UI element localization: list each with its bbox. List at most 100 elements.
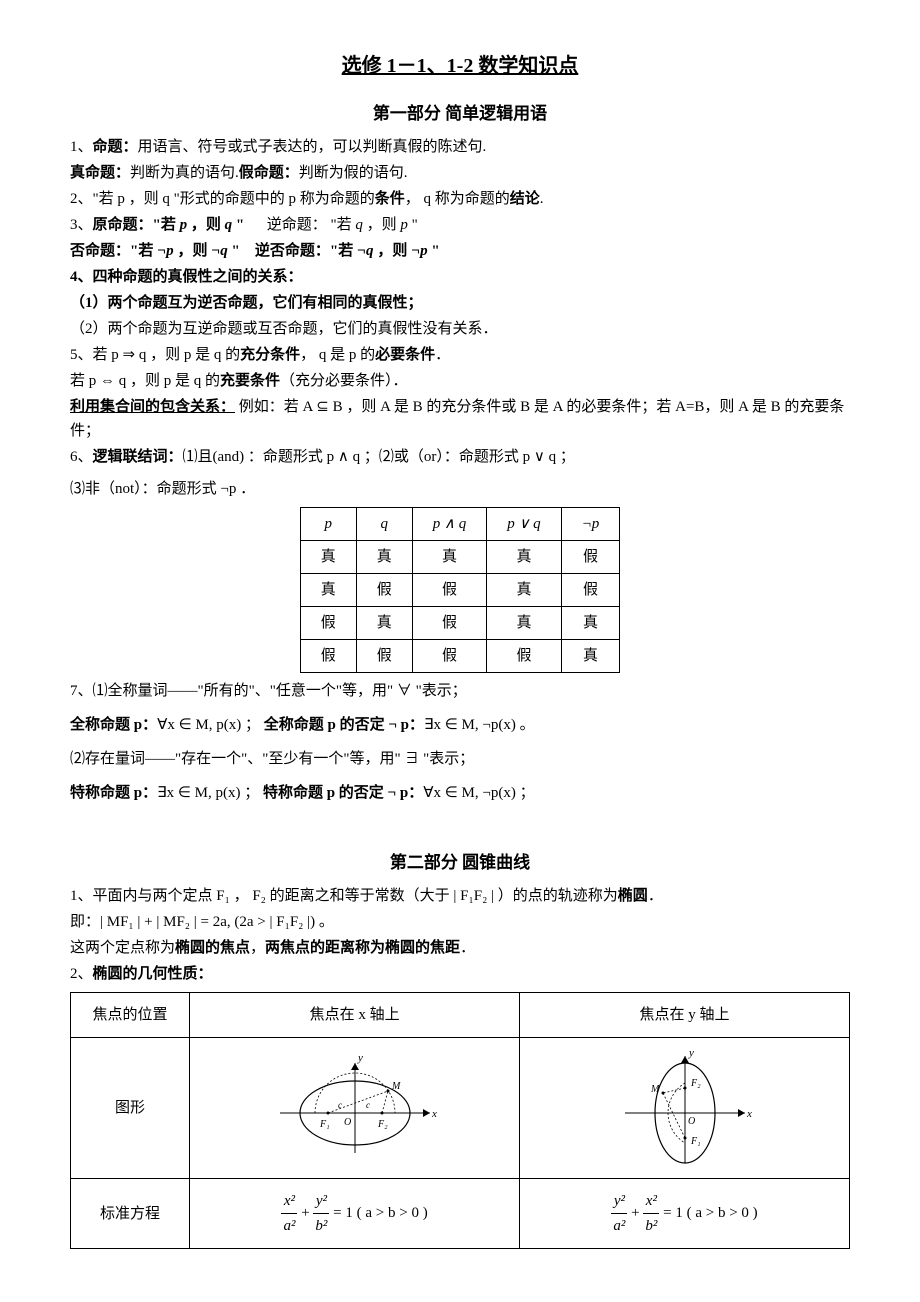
section1-heading: 第一部分 简单逻辑用语 bbox=[70, 100, 850, 127]
s1-i3a-r3: " bbox=[408, 217, 418, 233]
th-p: p bbox=[300, 508, 356, 541]
s2-i2-n: 2、 bbox=[70, 966, 93, 982]
s1-i3a-rp: p bbox=[400, 217, 408, 233]
s1-i2-a: 2、"若 p ，则 q "形式的命题中的 p 称为命题的 bbox=[70, 191, 375, 207]
s1-i5b-b: 充要条件 bbox=[220, 373, 280, 389]
svg-text:c: c bbox=[338, 1100, 342, 1110]
ellipse-eq-x: x²a² + y²b² = 1 ( a > b > 0 ) bbox=[190, 1179, 520, 1249]
s1-i1-t: 用语言、符号或式子表达的，可以判断真假的陈述句. bbox=[138, 139, 487, 155]
s1-i7b-t1: ∀x ∈ M, p(x) ； bbox=[157, 717, 264, 733]
ellipse-r1-c2: 焦点在 y 轴上 bbox=[520, 993, 850, 1038]
s1-i3b-b2: ，则 bbox=[174, 243, 212, 259]
s1-i3a-rq: q bbox=[355, 217, 363, 233]
s2-i1a-b: 椭圆 bbox=[618, 888, 648, 904]
svg-text:x: x bbox=[746, 1108, 752, 1120]
ellipse-fig-x: y x O F₁ F₂ M c c bbox=[190, 1038, 520, 1179]
s1-i5b-e: （充分必要条件）． bbox=[280, 373, 408, 389]
s1-i1b-b: 真命题： bbox=[70, 165, 130, 181]
s1-item1a: 1、命题：用语言、符号或式子表达的，可以判断真假的陈述句. bbox=[70, 135, 850, 159]
s1-item3a: 3、原命题："若 p ，则 q " 逆命题： "若 q ，则 p " bbox=[70, 213, 850, 237]
eq-y-cond: ( a > b > 0 ) bbox=[687, 1205, 758, 1221]
s1-i1-num: 1、 bbox=[70, 139, 93, 155]
s1-i7d-t2: ∀x ∈ M, ¬p(x) ； bbox=[423, 785, 534, 801]
s1-item6: 6、逻辑联结词：⑴且(and) ：命题形式 p ∧ q ；⑵或（or）：命题形式… bbox=[70, 445, 850, 469]
s1-i1b-t2: 判断为假的语句. bbox=[299, 165, 408, 181]
s2-i2-b: 椭圆的几何性质： bbox=[93, 966, 213, 982]
s1-item6-2: ⑶非（not）：命题形式 ¬p ． bbox=[70, 477, 850, 501]
s2-item1b: 即：| MF₁ | + | MF₂ | = 2a, (2a > | F₁F₂ |… bbox=[70, 910, 850, 934]
s1-item4-1: （1）两个命题互为逆否命题，它们有相同的真假性； bbox=[70, 291, 850, 315]
s1-i6-t1: ⑴且(and) ：命题形式 p ∧ q ；⑵或（or）：命题形式 p ∨ q ； bbox=[183, 449, 575, 465]
th-q: q bbox=[356, 508, 412, 541]
s2-i1c-e: ． bbox=[460, 940, 475, 956]
s1-i3a-r2: ，则 bbox=[363, 217, 401, 233]
s1-i3b-r1: 逆否命题："若 bbox=[255, 243, 357, 259]
s1-i7d-b1: 特称命题 p： bbox=[70, 785, 157, 801]
svg-text:F₂: F₂ bbox=[690, 1078, 701, 1089]
ellipse-fig-y: y x O F₂ F₁ M bbox=[520, 1038, 850, 1179]
s1-i5b-a: 若 p ⇔ q ，则 p 是 q 的 bbox=[70, 373, 220, 389]
svg-text:c: c bbox=[366, 1100, 370, 1110]
s1-i5c-u: 利用集合间的包含关系： bbox=[70, 399, 235, 415]
s1-i5a-a: 5、若 p ⇒ q ，则 p 是 q 的 bbox=[70, 347, 240, 363]
ellipse-table: 焦点的位置 焦点在 x 轴上 焦点在 y 轴上 图形 y x O F₁ bbox=[70, 992, 850, 1249]
ellipse-row-figure: 图形 y x O F₁ F₂ M c c bbox=[71, 1038, 850, 1179]
s2-i1a-e: ． bbox=[648, 888, 663, 904]
s1-i3b-nq: ¬q bbox=[211, 243, 228, 259]
ellipse-r1-c1: 焦点在 x 轴上 bbox=[190, 993, 520, 1038]
s1-item7a: 7、⑴全称量词——"所有的"、"任意一个"等，用" ∀ "表示； bbox=[70, 679, 850, 703]
truth-header-row: p q p ∧ q p ∨ q ¬p bbox=[300, 508, 620, 541]
s1-item3b: 否命题："若 ¬p ，则 ¬q " 逆否命题："若 ¬q ，则 ¬p " bbox=[70, 239, 850, 263]
truth-row: 假假假假真 bbox=[300, 640, 620, 673]
s1-i2-b2: 结论 bbox=[510, 191, 540, 207]
s1-i5a-b2: 必要条件 bbox=[375, 347, 435, 363]
svg-text:M: M bbox=[391, 1081, 401, 1092]
s1-i6-b: 逻辑联结词： bbox=[93, 449, 183, 465]
s1-i7b-b2: 全称命题 p 的否定 ¬ p： bbox=[264, 717, 424, 733]
svg-text:F₁: F₁ bbox=[690, 1136, 701, 1147]
s1-i3a-p: p bbox=[180, 217, 188, 233]
s2-item2: 2、椭圆的几何性质： bbox=[70, 962, 850, 986]
s1-i3a-b2: ，则 bbox=[187, 217, 225, 233]
ellipse-eq-y: y²a² + x²b² = 1 ( a > b > 0 ) bbox=[520, 1179, 850, 1249]
s1-item4: 4、四种命题的真假性之间的关系： bbox=[70, 265, 850, 289]
s1-item5a: 5、若 p ⇒ q ，则 p 是 q 的充分条件， q 是 p 的必要条件． bbox=[70, 343, 850, 367]
s1-i3b-b1: 否命题："若 bbox=[70, 243, 157, 259]
s1-i2-m: ， q 称为命题的 bbox=[405, 191, 510, 207]
s1-item5c: 利用集合间的包含关系： 例如：若 A ⊆ B ，则 A 是 B 的充分条件或 B… bbox=[70, 395, 850, 443]
truth-row: 真真真真假 bbox=[300, 541, 620, 574]
s1-i2-b1: 条件 bbox=[375, 191, 405, 207]
s1-i2-e: . bbox=[540, 191, 544, 207]
s1-item1b: 真命题：判断为真的语句.假命题：判断为假的语句. bbox=[70, 161, 850, 185]
s2-i1c-a: 这两个定点称为 bbox=[70, 940, 175, 956]
s1-i1b-t1: 判断为真的语句. bbox=[130, 165, 239, 181]
s2-i1c-m: ， bbox=[250, 940, 265, 956]
svg-text:M: M bbox=[650, 1084, 660, 1095]
s1-item4-2: （2）两个命题为互逆命题或互否命题，它们的真假性没有关系． bbox=[70, 317, 850, 341]
truth-row: 假真假真真 bbox=[300, 607, 620, 640]
ellipse-row-focus: 焦点的位置 焦点在 x 轴上 焦点在 y 轴上 bbox=[71, 993, 850, 1038]
s1-i5a-e: ． bbox=[435, 347, 450, 363]
s2-i1a-a: 1、平面内与两个定点 F₁ ， F₂ 的距离之和等于常数（大于 | F₁F₂ |… bbox=[70, 888, 618, 904]
svg-text:y: y bbox=[357, 1053, 363, 1064]
s1-i3b-rnp: ¬p bbox=[411, 243, 428, 259]
s1-i1b-b2: 假命题： bbox=[239, 165, 299, 181]
doc-title: 选修 1－1、1-2 数学知识点 bbox=[70, 50, 850, 82]
s1-i3a-b3: " bbox=[232, 217, 244, 233]
s1-i3-n: 3、 bbox=[70, 217, 93, 233]
s2-item1a: 1、平面内与两个定点 F₁ ， F₂ 的距离之和等于常数（大于 | F₁F₂ |… bbox=[70, 884, 850, 908]
s1-i3a-b1: 原命题："若 bbox=[93, 217, 180, 233]
s1-i5a-b: 充分条件 bbox=[240, 347, 300, 363]
th-pq-or: p ∨ q bbox=[487, 508, 561, 541]
ellipse-r1-label: 焦点的位置 bbox=[71, 993, 190, 1038]
s1-i3b-rnq: ¬q bbox=[357, 243, 374, 259]
svg-text:F₁: F₁ bbox=[319, 1119, 330, 1130]
truth-table: p q p ∧ q p ∨ q ¬p 真真真真假 真假假真假 假真假真真 假假假… bbox=[300, 507, 621, 673]
truth-row: 真假假真假 bbox=[300, 574, 620, 607]
ellipse-r2-label: 图形 bbox=[71, 1038, 190, 1179]
s1-i3b-r3: " bbox=[428, 243, 440, 259]
s1-item7c: ⑵存在量词——"存在一个"、"至少有一个"等，用" ∃ "表示； bbox=[70, 747, 850, 771]
svg-text:F₂: F₂ bbox=[377, 1119, 388, 1130]
s1-i3b-r2: ，则 bbox=[374, 243, 412, 259]
ellipse-x-svg: y x O F₁ F₂ M c c bbox=[270, 1053, 440, 1163]
